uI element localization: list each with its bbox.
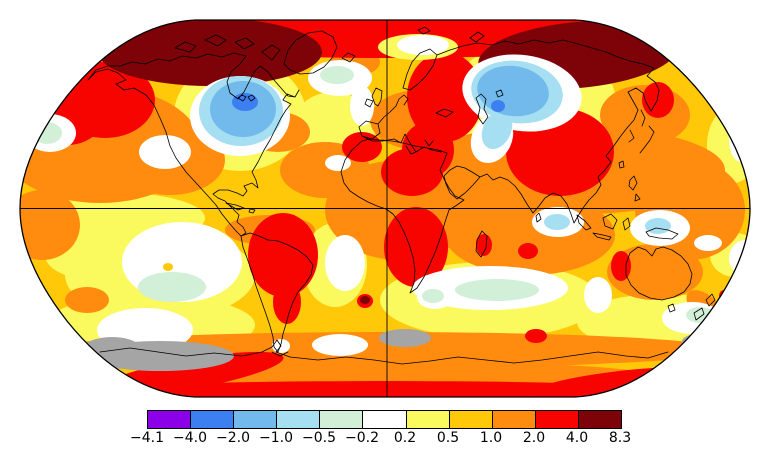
colorbar-tick-label-3: −1.0 — [259, 430, 293, 446]
colorbar-labels: −4.1 −4.0 −2.0 −1.0 −0.5 −0.2 0.2 0.5 1.0 2.0 4.0 8… — [130, 430, 631, 450]
colorbar-tick-label-11: 8.3 — [608, 430, 632, 446]
colorbar-segment-4 — [319, 411, 363, 428]
colorbar-segment-3 — [276, 411, 320, 428]
colorbar-tick-label-4: −0.5 — [302, 430, 336, 446]
colorbar-tick-label-6: 0.2 — [393, 430, 417, 446]
map-outline — [19, 19, 751, 398]
colorbar-segment-1 — [190, 411, 234, 428]
colorbar-segment-9 — [534, 411, 578, 428]
colorbar-tick-label-8: 1.0 — [479, 430, 503, 446]
coastline-oceania-antarctica — [99, 213, 716, 365]
coastlines — [87, 26, 716, 365]
world-map — [19, 19, 751, 398]
colorbar-segment-5 — [362, 411, 406, 428]
colorbar-segment-10 — [577, 411, 622, 428]
anomaly-field — [20, 20, 750, 397]
colorbar-tick-label-7: 0.5 — [436, 430, 460, 446]
colorbar-tick-label-0: −4.1 — [130, 430, 164, 446]
colorbar-tick-label-5: −0.2 — [345, 430, 379, 446]
colorbar-segment-0 — [148, 411, 191, 428]
colorbar-tick-label-1: −4.0 — [173, 430, 207, 446]
gridlines — [20, 20, 750, 397]
anomaly-mint-regions — [32, 66, 714, 323]
colorbar-tick-label-2: −2.0 — [216, 430, 250, 446]
colorbar-segment-6 — [405, 411, 449, 428]
coastline-americas — [87, 30, 338, 357]
colorbar-segment-8 — [491, 411, 535, 428]
coastline-asia — [436, 39, 660, 224]
colorbar: −4.1 −4.0 −2.0 −1.0 −0.5 −0.2 0.2 0.5 1.0 2.0 4.0 8… — [130, 410, 631, 450]
colorbar-tick-label-10: 4.0 — [565, 430, 589, 446]
colorbar-tick-label-9: 2.0 — [522, 430, 546, 446]
colorbar-segment-2 — [233, 411, 277, 428]
anomaly-cold-regions — [199, 60, 671, 234]
anomaly-gold-dot — [163, 263, 173, 271]
colorbar-segment-7 — [448, 411, 492, 428]
colorbar-swatches — [147, 410, 622, 429]
coastline-europe-africa — [340, 26, 488, 294]
